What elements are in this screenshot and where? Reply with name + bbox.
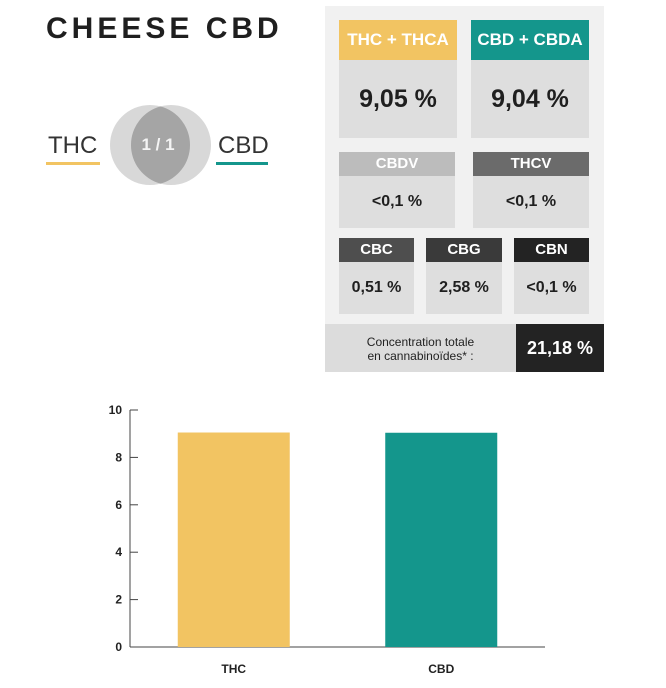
chart-labels: 0 2 4 6 8 10 THC CBD	[109, 403, 455, 676]
y-tick-label: 8	[115, 450, 122, 464]
cbdv-card-header: CBDV	[339, 152, 455, 176]
cannabinoid-panel: THC + THCA 9,05 % CBD + CBDA 9,04 % CBDV…	[325, 6, 604, 372]
thc-card-header: THC + THCA	[339, 20, 457, 60]
y-tick-label: 2	[115, 593, 122, 607]
total-label-line1: Concentration totale	[366, 335, 475, 349]
ratio-right-label: CBD	[218, 132, 269, 159]
bar-chart: 0 2 4 6 8 10 THC CBD	[109, 403, 545, 676]
cbc-card: CBC 0,51 %	[339, 238, 414, 314]
chart-bars	[177, 432, 498, 647]
total-label: Concentration totale en cannabinoïdes* :	[325, 335, 516, 363]
thcv-card-value: <0,1 %	[505, 193, 557, 210]
cbg-card-header: CBG	[426, 238, 502, 262]
venn-circles	[110, 105, 211, 185]
thc-underline	[46, 162, 100, 165]
thc-card-value: 9,05 %	[359, 84, 437, 113]
cbdv-card: CBDV <0,1 %	[339, 152, 455, 228]
cbd-card-header: CBD + CBDA	[471, 20, 589, 60]
cbdv-card-value: <0,1 %	[371, 193, 423, 210]
cbn-card-value: <0,1 %	[526, 279, 577, 296]
ratio-left-label: THC	[48, 132, 98, 159]
total-label-line2: en cannabinoïdes* :	[367, 349, 474, 363]
page-title: CHEESE CBD	[46, 12, 283, 45]
x-tick-label: CBD	[428, 662, 454, 676]
ratio-center-label: 1 / 1	[141, 135, 175, 154]
ratio-diagram: THC 1 / 1 CBD	[0, 100, 330, 200]
y-tick-label: 6	[115, 498, 122, 512]
total-value: 21,18 %	[516, 324, 604, 372]
bar-cbd	[385, 432, 498, 647]
cbc-card-header: CBC	[339, 238, 414, 262]
x-tick-label: THC	[221, 662, 246, 676]
thcv-card-header: THCV	[473, 152, 589, 176]
cbd-card: CBD + CBDA 9,04 %	[471, 20, 589, 138]
cbg-card: CBG 2,58 %	[426, 238, 502, 314]
thcv-card: THCV <0,1 %	[473, 152, 589, 228]
cbd-underline	[216, 162, 268, 165]
cbg-card-value: 2,58 %	[439, 279, 489, 296]
cbn-card: CBN <0,1 %	[514, 238, 589, 314]
cbc-card-value: 0,51 %	[351, 279, 402, 296]
venn-intersection	[130, 106, 191, 184]
y-tick-label: 0	[115, 640, 122, 654]
cbn-card-header: CBN	[514, 238, 589, 262]
thc-card: THC + THCA 9,05 %	[339, 20, 457, 138]
y-tick-label: 4	[115, 545, 122, 559]
bar-thc	[177, 432, 290, 647]
cbd-card-value: 9,04 %	[491, 84, 569, 113]
total-label-cell: Concentration totale en cannabinoïdes* :	[325, 324, 516, 372]
y-tick-label: 10	[109, 403, 123, 417]
